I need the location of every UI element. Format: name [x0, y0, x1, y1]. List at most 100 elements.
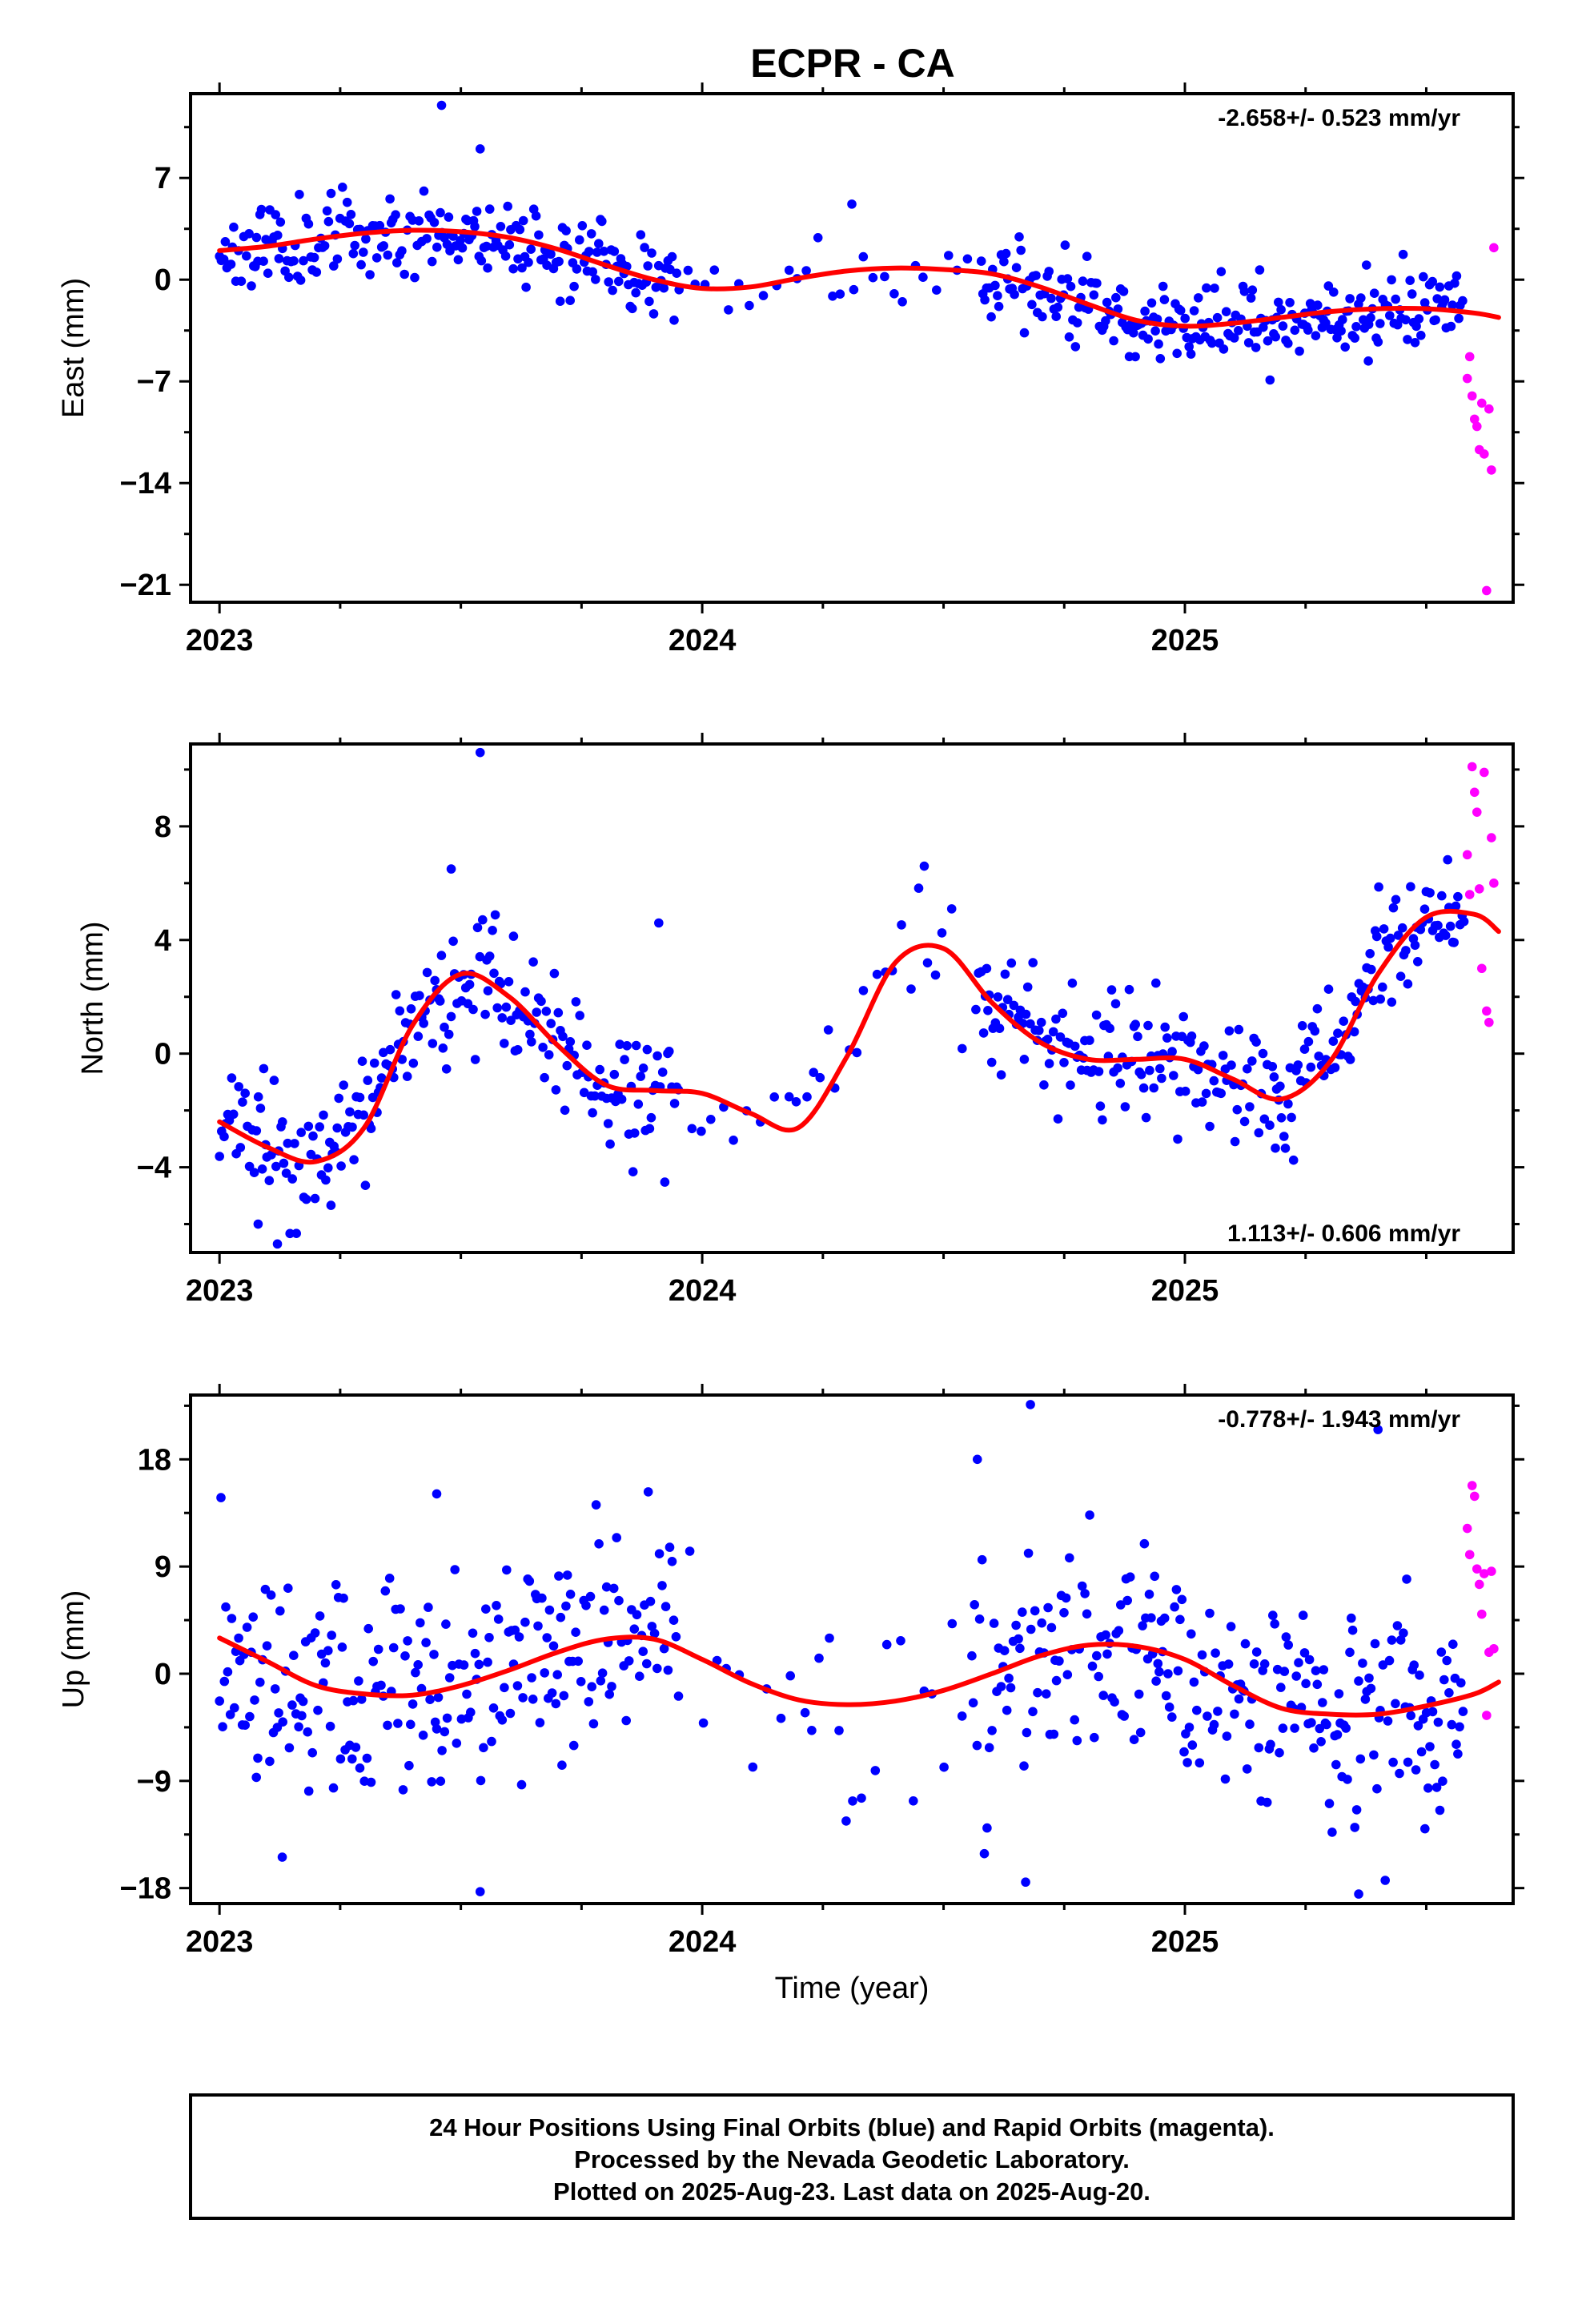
- east-final-point: [1016, 245, 1026, 255]
- north-final-point: [219, 1132, 229, 1142]
- north-final-point: [1130, 1019, 1140, 1029]
- up-final-point: [1309, 1743, 1319, 1753]
- up-final-point: [979, 1848, 990, 1859]
- north-final-point: [1451, 901, 1461, 911]
- east-final-point: [483, 263, 492, 273]
- east-final-point: [1062, 274, 1073, 283]
- north-final-point: [488, 926, 497, 935]
- east-final-point: [484, 204, 495, 214]
- east-final-point: [226, 259, 236, 269]
- up-final-point: [977, 1554, 987, 1565]
- up-final-point: [654, 1549, 665, 1558]
- up-final-point: [400, 1651, 410, 1661]
- east-xtick-label: 2025: [1151, 624, 1219, 657]
- up-final-point: [551, 1699, 561, 1709]
- east-rapid-point: [1482, 585, 1492, 596]
- up-final-outlier: [972, 1454, 982, 1465]
- up-final-point: [1164, 1702, 1174, 1712]
- up-final-point: [218, 1722, 227, 1731]
- up-final-point: [337, 1642, 347, 1652]
- north-final-point: [444, 1029, 454, 1039]
- up-final-point: [1383, 1716, 1393, 1726]
- up-final-point: [221, 1602, 231, 1612]
- up-final-point: [1080, 1589, 1090, 1598]
- east-final-point: [322, 206, 332, 216]
- north-final-point: [227, 1073, 237, 1083]
- up-final-point: [1439, 1675, 1449, 1685]
- up-final-point: [270, 1684, 280, 1694]
- east-final-point: [1274, 297, 1283, 308]
- up-final-point: [556, 1612, 566, 1622]
- east-final-point: [1458, 296, 1468, 306]
- east-final-point: [326, 188, 336, 199]
- north-final-point: [1251, 1037, 1261, 1047]
- east-final-point: [1366, 313, 1375, 323]
- east-fit-curve: [217, 227, 1501, 329]
- north-final-point: [259, 1063, 269, 1074]
- east-ytick-label: 7: [155, 162, 171, 195]
- up-rapid-point: [1482, 1711, 1492, 1720]
- north-final-point: [349, 1155, 359, 1164]
- east-final-point: [648, 309, 659, 319]
- north-final-point: [565, 1037, 576, 1047]
- east-rate-label: -2.658+/- 0.523 mm/yr: [1218, 105, 1460, 131]
- north-final-point: [784, 1092, 794, 1102]
- north-ytick-label: 8: [155, 810, 171, 844]
- up-final-point: [1234, 1694, 1244, 1704]
- north-final-point: [558, 1031, 568, 1042]
- up-final-point: [1350, 1823, 1359, 1832]
- north-final-point: [958, 1043, 967, 1054]
- up-final-point: [242, 1622, 252, 1632]
- up-final-point: [1447, 1719, 1457, 1730]
- north-final-point: [1028, 958, 1038, 967]
- up-final-point: [972, 1740, 982, 1751]
- east-final-point: [980, 295, 990, 305]
- up-final-point: [982, 1823, 992, 1833]
- north-final-point: [402, 1072, 412, 1081]
- north-rapid-point: [1487, 833, 1496, 842]
- up-final-point: [303, 1786, 314, 1796]
- up-final-point: [514, 1632, 524, 1642]
- up-final-point: [1102, 1649, 1112, 1659]
- east-final-outlier: [436, 100, 447, 111]
- north-final-point: [1269, 1072, 1279, 1082]
- east-xtick-label: 2023: [186, 624, 254, 657]
- up-final-point: [1146, 1613, 1156, 1622]
- east-final-point: [274, 254, 284, 263]
- up-final-point: [1448, 1639, 1458, 1649]
- north-final-point: [279, 1158, 289, 1168]
- east-final-point: [659, 283, 669, 293]
- north-final-point: [408, 1058, 419, 1068]
- up-final-point: [427, 1777, 436, 1787]
- up-final-point: [253, 1753, 263, 1763]
- up-rapid-point: [1467, 1481, 1477, 1490]
- east-ylabel: East (mm): [57, 278, 90, 418]
- up-final-point: [608, 1583, 619, 1594]
- up-final-point: [970, 1600, 979, 1610]
- east-final-point: [448, 231, 458, 241]
- up-final-point: [996, 1682, 1006, 1691]
- north-final-point: [527, 1037, 536, 1047]
- up-final-point: [436, 1776, 446, 1786]
- north-final-point: [1328, 1036, 1339, 1046]
- north-final-point: [1098, 1115, 1107, 1125]
- north-final-point: [1453, 891, 1463, 902]
- north-final-point: [468, 1004, 478, 1015]
- north-final-point: [1044, 1059, 1054, 1068]
- up-final-point: [1453, 1749, 1463, 1759]
- up-final-point: [339, 1593, 348, 1603]
- up-final-point: [1043, 1602, 1053, 1613]
- north-final-point: [238, 1097, 247, 1107]
- north-final-point: [1167, 1047, 1177, 1056]
- up-final-point: [1059, 1608, 1069, 1618]
- up-final-point: [1403, 1757, 1413, 1767]
- north-final-outlier: [272, 1239, 283, 1249]
- up-final-point: [425, 1695, 435, 1704]
- up-rapid-point: [1469, 1491, 1480, 1502]
- north-final-point: [1419, 904, 1430, 914]
- up-final-point: [404, 1760, 414, 1771]
- up-final-point: [479, 1743, 488, 1753]
- north-final-point: [428, 1039, 438, 1048]
- north-final-point: [532, 1007, 541, 1017]
- north-final-point: [441, 1064, 452, 1074]
